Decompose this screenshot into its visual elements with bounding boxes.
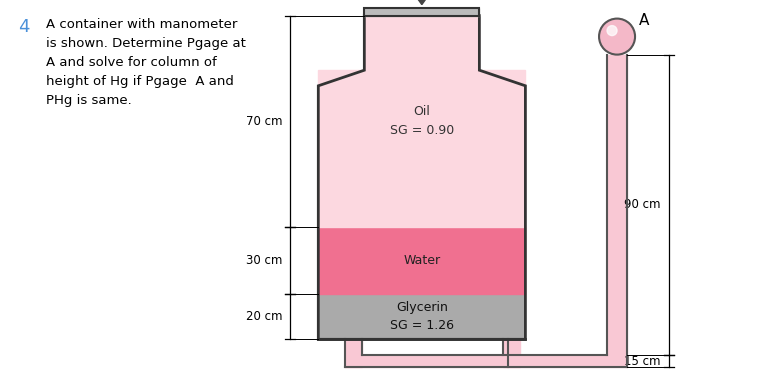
Text: A container with manometer: A container with manometer: [46, 18, 237, 31]
Bar: [364, 7, 479, 16]
Text: PHg is same.: PHg is same.: [46, 94, 132, 107]
Circle shape: [607, 26, 617, 35]
Bar: [318, 227, 525, 294]
Text: Glycerin
SG = 1.26: Glycerin SG = 1.26: [390, 301, 454, 332]
Text: 30 cm: 30 cm: [246, 254, 282, 267]
Bar: [607, 55, 627, 355]
Text: height of Hg if Pgage  A and: height of Hg if Pgage A and: [46, 75, 234, 88]
Text: 90 cm: 90 cm: [624, 199, 660, 211]
Text: 4: 4: [18, 18, 29, 36]
Text: A: A: [639, 13, 650, 28]
Circle shape: [599, 19, 635, 55]
Polygon shape: [415, 0, 429, 5]
Text: Water: Water: [403, 254, 440, 267]
Text: 70 cm: 70 cm: [245, 115, 282, 128]
Bar: [364, 16, 479, 86]
Bar: [345, 355, 627, 367]
Text: is shown. Determine Pgage at: is shown. Determine Pgage at: [46, 37, 246, 50]
Text: 20 cm: 20 cm: [245, 310, 282, 323]
Bar: [318, 70, 525, 227]
Text: 15 cm: 15 cm: [624, 355, 660, 368]
Bar: [345, 339, 362, 367]
Bar: [318, 294, 525, 339]
Text: A and solve for column of: A and solve for column of: [46, 56, 217, 69]
Bar: [503, 339, 520, 367]
Text: Oil
SG = 0.90: Oil SG = 0.90: [390, 105, 454, 137]
Bar: [364, 7, 479, 16]
